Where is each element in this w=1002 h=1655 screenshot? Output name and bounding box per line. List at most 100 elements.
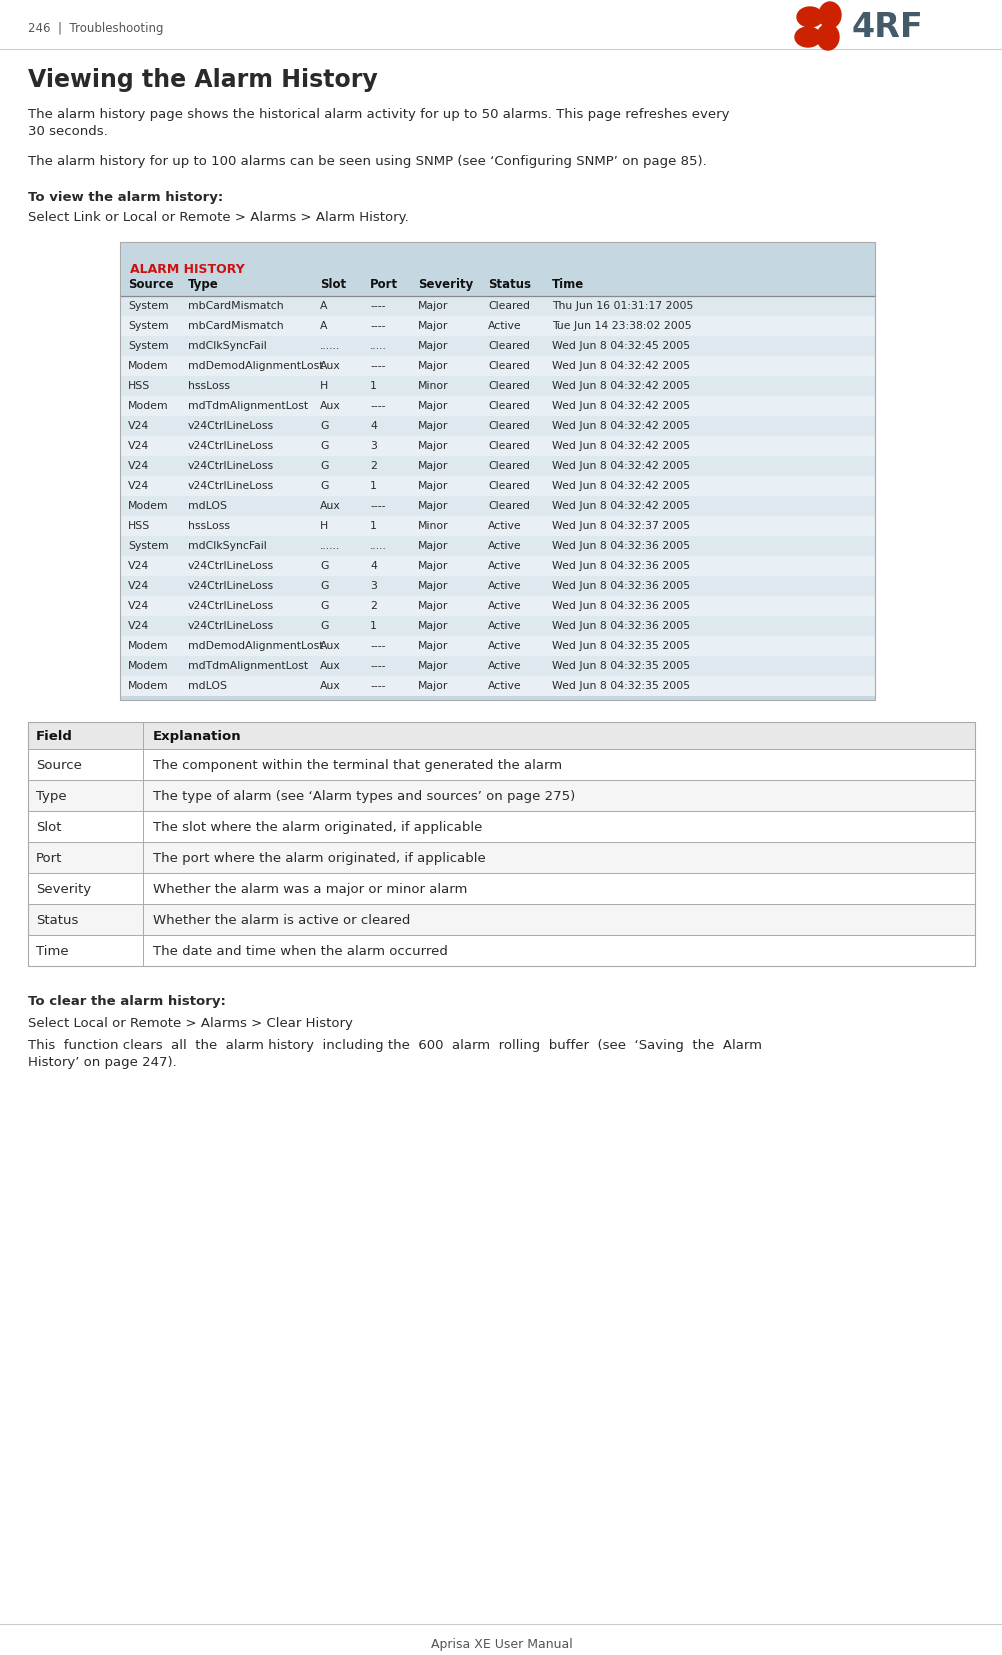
Text: Select Local or Remote > Alarms > Clear History: Select Local or Remote > Alarms > Clear … (28, 1016, 353, 1029)
Text: System: System (128, 301, 168, 311)
Text: Active: Active (488, 581, 521, 591)
Text: Source: Source (36, 758, 82, 771)
Bar (120, 377, 874, 397)
Text: ......: ...... (320, 341, 340, 351)
Bar (120, 617, 874, 637)
Bar (120, 677, 874, 697)
Text: mbCardMismatch: mbCardMismatch (187, 301, 284, 311)
Text: Active: Active (488, 321, 521, 331)
Bar (120, 457, 874, 477)
Text: Wed Jun 8 04:32:45 2005: Wed Jun 8 04:32:45 2005 (551, 341, 689, 351)
Text: 2: 2 (370, 601, 377, 611)
Text: 4: 4 (370, 561, 377, 571)
Bar (120, 597, 874, 617)
Text: Modem: Modem (128, 401, 168, 410)
Text: Active: Active (488, 521, 521, 531)
Text: ----: ---- (370, 361, 385, 371)
Text: Wed Jun 8 04:32:42 2005: Wed Jun 8 04:32:42 2005 (551, 501, 689, 511)
Text: Major: Major (418, 541, 448, 551)
Text: ALARM HISTORY: ALARM HISTORY (130, 263, 244, 276)
Text: Modem: Modem (128, 361, 168, 371)
Text: Severity: Severity (418, 278, 473, 291)
Text: v24CtrlLineLoss: v24CtrlLineLoss (187, 440, 274, 450)
Bar (28, 874, 974, 904)
Text: HSS: HSS (128, 381, 150, 391)
Text: mbCardMismatch: mbCardMismatch (187, 321, 284, 331)
Text: .....: ..... (370, 541, 387, 551)
Text: v24CtrlLineLoss: v24CtrlLineLoss (187, 480, 274, 490)
Text: Active: Active (488, 561, 521, 571)
Text: ----: ---- (370, 301, 385, 311)
Bar (28, 935, 974, 967)
Text: 4RF: 4RF (851, 12, 923, 45)
Text: G: G (320, 581, 328, 591)
Text: Cleared: Cleared (488, 460, 529, 470)
Text: Cleared: Cleared (488, 361, 529, 371)
Text: System: System (128, 541, 168, 551)
Bar (28, 750, 974, 781)
Text: 1: 1 (370, 621, 377, 631)
Text: Active: Active (488, 621, 521, 631)
Text: Whether the alarm was a major or minor alarm: Whether the alarm was a major or minor a… (153, 882, 467, 895)
Bar (120, 556, 874, 576)
Text: Major: Major (418, 601, 448, 611)
Bar (120, 397, 874, 417)
Text: ----: ---- (370, 660, 385, 670)
Bar (120, 243, 874, 700)
Text: Cleared: Cleared (488, 440, 529, 450)
Text: The alarm history for up to 100 alarms can be seen using SNMP (see ‘Configuring : The alarm history for up to 100 alarms c… (28, 156, 706, 167)
Text: Aprisa XE User Manual: Aprisa XE User Manual (430, 1637, 572, 1650)
Text: mdLOS: mdLOS (187, 680, 226, 690)
Bar (28, 723, 974, 750)
Text: Wed Jun 8 04:32:37 2005: Wed Jun 8 04:32:37 2005 (551, 521, 689, 531)
Ellipse shape (795, 28, 821, 48)
Text: Major: Major (418, 460, 448, 470)
Text: V24: V24 (128, 561, 149, 571)
Text: Major: Major (418, 301, 448, 311)
Text: Minor: Minor (418, 381, 448, 391)
Text: Cleared: Cleared (488, 420, 529, 430)
Text: Major: Major (418, 561, 448, 571)
Text: mdClkSyncFail: mdClkSyncFail (187, 341, 267, 351)
Text: G: G (320, 601, 328, 611)
Text: .....: ..... (370, 341, 387, 351)
Text: Modem: Modem (128, 501, 168, 511)
Text: Explanation: Explanation (153, 730, 241, 743)
Text: V24: V24 (128, 601, 149, 611)
Text: Slot: Slot (320, 278, 346, 291)
Text: Wed Jun 8 04:32:36 2005: Wed Jun 8 04:32:36 2005 (551, 581, 689, 591)
Text: Active: Active (488, 640, 521, 650)
Text: v24CtrlLineLoss: v24CtrlLineLoss (187, 601, 274, 611)
Text: V24: V24 (128, 480, 149, 490)
Text: Status: Status (36, 914, 78, 927)
Text: System: System (128, 321, 168, 331)
Text: Port: Port (36, 851, 62, 864)
Text: Slot: Slot (36, 821, 61, 834)
Text: The date and time when the alarm occurred: The date and time when the alarm occurre… (153, 945, 448, 958)
Text: Aux: Aux (320, 501, 341, 511)
Text: Minor: Minor (418, 521, 448, 531)
Text: History’ on page 247).: History’ on page 247). (28, 1056, 176, 1069)
Bar (120, 576, 874, 597)
Text: V24: V24 (128, 440, 149, 450)
Bar (120, 477, 874, 496)
Text: ----: ---- (370, 680, 385, 690)
Text: 1: 1 (370, 480, 377, 490)
Text: Major: Major (418, 440, 448, 450)
Text: ......: ...... (320, 541, 340, 551)
Text: Active: Active (488, 680, 521, 690)
Ellipse shape (819, 3, 840, 30)
Text: Wed Jun 8 04:32:36 2005: Wed Jun 8 04:32:36 2005 (551, 541, 689, 551)
Text: Tue Jun 14 23:38:02 2005: Tue Jun 14 23:38:02 2005 (551, 321, 691, 331)
Text: V24: V24 (128, 621, 149, 631)
Text: Aux: Aux (320, 660, 341, 670)
Ellipse shape (817, 25, 838, 51)
Text: v24CtrlLineLoss: v24CtrlLineLoss (187, 621, 274, 631)
Text: 3: 3 (370, 581, 377, 591)
Text: Major: Major (418, 660, 448, 670)
Text: The alarm history page shows the historical alarm activity for up to 50 alarms. : The alarm history page shows the histori… (28, 108, 728, 121)
Bar (120, 296, 874, 316)
Text: H: H (320, 521, 328, 531)
Text: Whether the alarm is active or cleared: Whether the alarm is active or cleared (153, 914, 410, 927)
Text: Major: Major (418, 321, 448, 331)
